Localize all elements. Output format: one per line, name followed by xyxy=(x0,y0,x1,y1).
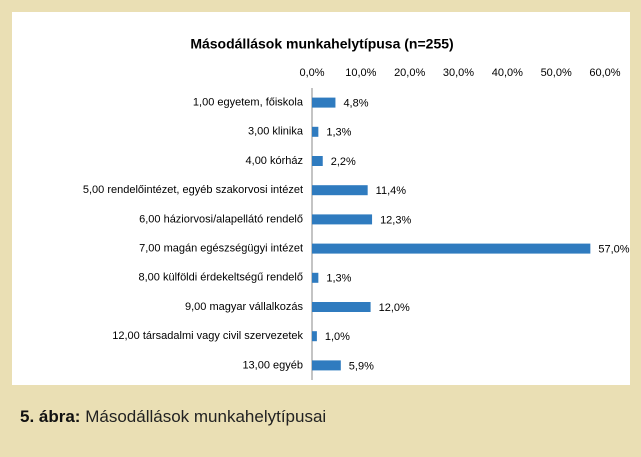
x-tick-label: 60,0% xyxy=(589,67,620,79)
caption-text: Másodállások munkahelytípusai xyxy=(85,407,327,426)
data-label: 57,0% xyxy=(598,244,629,256)
bar xyxy=(312,272,319,283)
data-label: 5,9% xyxy=(349,360,374,372)
x-tick-label: 30,0% xyxy=(443,67,474,79)
y-tick-label: 13,00 egyéb xyxy=(242,359,303,371)
data-label: 2,2% xyxy=(331,156,356,168)
x-tick-label: 40,0% xyxy=(492,67,523,79)
bar xyxy=(312,185,368,196)
caption: 5. ábra: Másodállások munkahelytípusai xyxy=(20,407,326,427)
data-label: 1,3% xyxy=(326,273,351,285)
y-tick-label: 4,00 kórház xyxy=(246,155,303,167)
y-tick-label: 6,00 háziorvosi/alapellátó rendelő xyxy=(139,213,303,225)
bar xyxy=(312,214,373,225)
y-tick-label: 9,00 magyar vállalkozás xyxy=(185,301,304,313)
bar xyxy=(312,360,341,371)
caption-label: 5. ábra: xyxy=(20,407,81,426)
y-tick-label: 5,00 rendelőintézet, egyéb szakorvosi in… xyxy=(83,184,303,196)
data-label: 4,8% xyxy=(343,98,368,110)
x-tick-label: 50,0% xyxy=(541,67,572,79)
data-label: 11,4% xyxy=(376,185,407,197)
y-tick-label: 3,00 klinika xyxy=(248,126,304,138)
x-tick-label: 0,0% xyxy=(299,67,324,79)
y-tick-label: 7,00 magán egészségügyi intézet xyxy=(139,243,303,255)
y-tick-label: 8,00 külföldi érdekeltségű rendelő xyxy=(138,272,303,284)
y-tick-label: 1,00 egyetem, főiskola xyxy=(193,97,304,109)
chart-title: Másodállások munkahelytípusa (n=255) xyxy=(190,36,453,52)
data-label: 12,0% xyxy=(379,302,410,314)
x-tick-label: 10,0% xyxy=(345,67,376,79)
bar xyxy=(312,331,317,342)
bar xyxy=(312,302,371,312)
bar xyxy=(312,243,591,254)
y-tick-label: 12,00 társadalmi vagy civil szervezetek xyxy=(112,330,303,342)
chart: Másodállások munkahelytípusa (n=255) 0,0… xyxy=(12,12,630,385)
data-label: 1,3% xyxy=(326,127,351,139)
bar xyxy=(312,126,319,137)
x-tick-label: 20,0% xyxy=(394,67,425,79)
data-label: 12,3% xyxy=(380,214,411,226)
bar xyxy=(312,97,336,108)
bar xyxy=(312,156,323,166)
chart-area xyxy=(12,12,630,385)
data-label: 1,0% xyxy=(325,331,350,343)
